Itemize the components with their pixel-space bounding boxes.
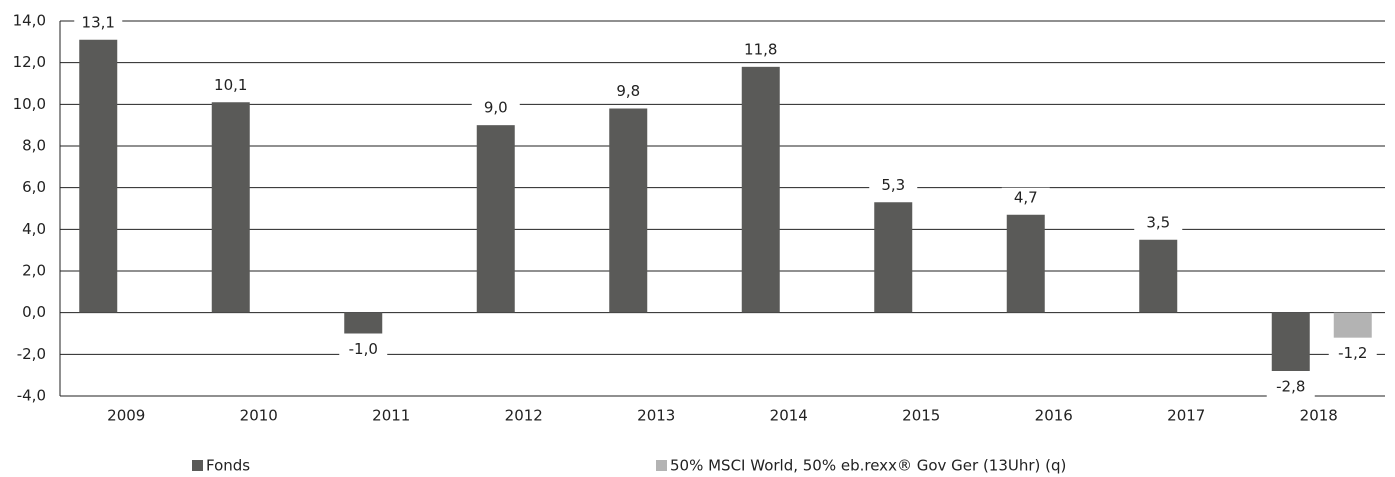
value-label: -1,0	[349, 340, 378, 358]
y-tick-label: 8,0	[22, 137, 46, 155]
value-label: 13,1	[82, 13, 115, 31]
grid-layer	[59, 20, 1385, 397]
value-label-bg	[1266, 377, 1315, 397]
legend-swatch	[192, 460, 203, 471]
value-label: 3,5	[1146, 213, 1170, 231]
x-tick-label: 2013	[637, 407, 675, 425]
value-label-bg	[74, 12, 123, 33]
value-label: 10,1	[214, 76, 247, 94]
y-tick-label: 12,0	[13, 53, 46, 71]
x-tick-label: 2017	[1167, 407, 1205, 425]
bar	[476, 125, 515, 313]
x-tick-label: 2018	[1300, 407, 1338, 425]
x-tick-label: 2010	[240, 407, 278, 425]
y-tick-label: 14,0	[13, 12, 46, 30]
bar	[1271, 312, 1310, 371]
x-tick-label: 2011	[372, 407, 410, 425]
x-tick-label: 2014	[770, 407, 808, 425]
value-label: 9,0	[484, 99, 508, 117]
legend-label: Fonds	[206, 457, 250, 475]
value-label-bg	[339, 339, 388, 360]
x-tick-label: 2015	[902, 407, 940, 425]
bar	[741, 66, 780, 313]
x-tick-label: 2009	[107, 407, 145, 425]
y-tick-label: 4,0	[22, 220, 46, 238]
x-tick-label: 2012	[505, 407, 543, 425]
value-label: 5,3	[881, 176, 905, 194]
y-tick-label: 0,0	[22, 303, 46, 321]
value-label-bg	[1134, 212, 1183, 233]
value-label-bg	[471, 98, 520, 119]
value-label-bg	[604, 81, 653, 102]
bar	[609, 108, 648, 313]
value-label: -1,2	[1338, 344, 1367, 362]
bar	[874, 202, 913, 313]
marks-layer	[79, 39, 1372, 371]
y-tick-label: -2,0	[17, 345, 46, 363]
bar	[79, 39, 118, 313]
value-label: -2,8	[1276, 378, 1305, 396]
bar	[1006, 214, 1045, 313]
bar	[1333, 312, 1372, 338]
y-tick-label: 6,0	[22, 178, 46, 196]
bar	[344, 312, 383, 334]
value-label-bg	[206, 75, 255, 96]
y-tick-label: -4,0	[17, 387, 46, 405]
bar	[211, 102, 250, 313]
value-label-bg	[1001, 187, 1050, 208]
legend-swatch	[656, 460, 667, 471]
x-tick-label: 2016	[1035, 407, 1073, 425]
y-tick-label: 10,0	[13, 95, 46, 113]
value-label: 4,7	[1014, 188, 1038, 206]
value-label-bg	[869, 175, 918, 196]
value-label: 9,8	[616, 82, 640, 100]
bar	[1139, 239, 1178, 313]
value-label: 11,8	[744, 40, 777, 58]
labels-layer: -4,0 -2,0 0,0 2,0 4,0 6,0 8,0 10,0 12,0 14,0 2009 1…	[13, 12, 1377, 475]
y-tick-label: 2,0	[22, 262, 46, 280]
legend-label: 50% MSCI World, 50% eb.rexx® Gov Ger (13…	[670, 457, 1066, 475]
value-label-bg	[736, 39, 785, 60]
value-label-bg	[1328, 343, 1377, 364]
